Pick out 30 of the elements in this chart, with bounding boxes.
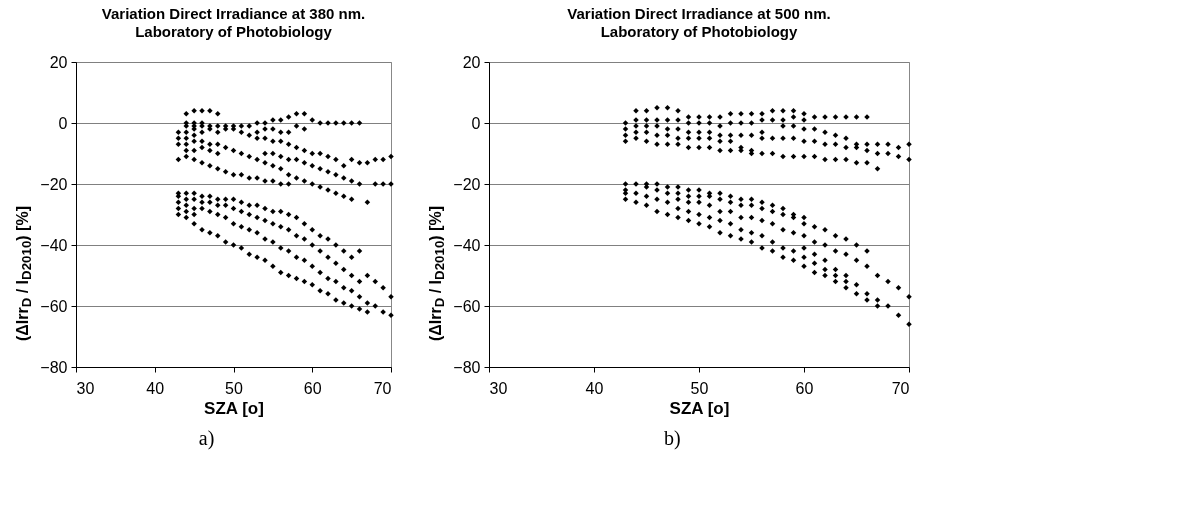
x-tick-label: 60 bbox=[304, 379, 322, 397]
y-tick-label: −40 bbox=[453, 236, 481, 254]
y-tick-label: 0 bbox=[471, 114, 481, 132]
chart-subtitle: Laboratory of Photobiology bbox=[601, 23, 799, 40]
x-axis-title: SZA [o] bbox=[669, 398, 730, 418]
y-tick-label: −80 bbox=[453, 358, 481, 376]
y-tick-label: −80 bbox=[40, 358, 68, 376]
y-tick-label: −60 bbox=[40, 297, 68, 315]
x-tick-label: 30 bbox=[489, 379, 508, 397]
chart-subtitle: Laboratory of Photobiology bbox=[135, 23, 333, 40]
chart-title: Variation Direct Irradiance at 500 nm. bbox=[567, 5, 832, 22]
x-tick-label: 60 bbox=[795, 379, 814, 397]
y-tick-label: −60 bbox=[453, 297, 481, 315]
text: b) bbox=[663, 427, 681, 450]
text: a) bbox=[198, 427, 215, 450]
y-tick-label: 0 bbox=[58, 114, 68, 132]
x-tick-label: 30 bbox=[76, 379, 95, 397]
x-tick-label: 50 bbox=[690, 379, 709, 397]
y-tick-label: −20 bbox=[453, 175, 481, 193]
y-tick-label: −20 bbox=[40, 175, 68, 193]
x-tick-label: 40 bbox=[585, 379, 604, 397]
x-tick-label: 70 bbox=[892, 379, 910, 397]
y-tick-label: −40 bbox=[40, 236, 68, 254]
x-tick-label: 40 bbox=[146, 379, 165, 397]
x-tick-label: 70 bbox=[373, 379, 392, 397]
x-tick-label: 50 bbox=[225, 379, 244, 397]
chart-title: Variation Direct Irradiance at 380 nm. bbox=[101, 5, 366, 22]
x-axis-title: SZA [o] bbox=[204, 398, 265, 418]
y-tick-label: 20 bbox=[463, 53, 481, 71]
y-tick-label: 20 bbox=[49, 53, 68, 71]
